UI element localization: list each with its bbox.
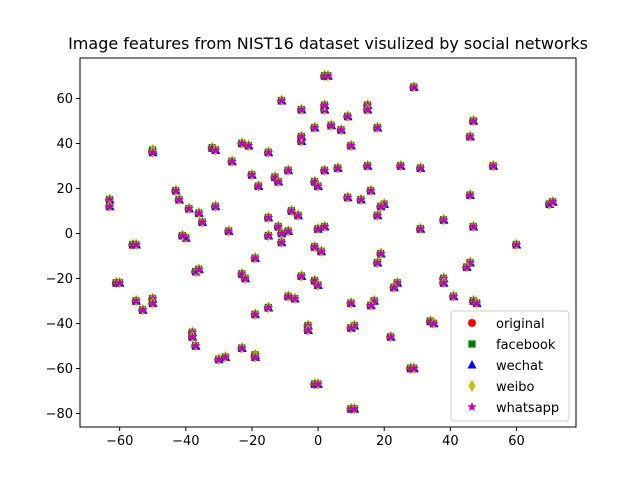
- legend-label: facebook: [496, 338, 556, 353]
- chart-title: Image features from NIST16 dataset visul…: [68, 34, 588, 53]
- legend-label: whatsapp: [496, 401, 559, 416]
- x-tick-label: 0: [314, 434, 322, 449]
- legend: original facebook wechat weibo whatsapp: [451, 311, 569, 421]
- x-tick-label: −60: [106, 434, 133, 449]
- y-tick-label: 60: [56, 92, 73, 107]
- y-tick-label: −80: [46, 407, 73, 422]
- y-tick-label: −20: [46, 272, 73, 287]
- y-tick-label: 20: [56, 182, 73, 197]
- y-tick-label: 40: [56, 137, 73, 152]
- x-tick-label: −20: [238, 434, 265, 449]
- y-tick-label: 0: [65, 227, 73, 242]
- legend-label: original: [496, 317, 545, 332]
- x-tick-label: 20: [376, 434, 393, 449]
- legend-marker-original: [468, 319, 476, 327]
- y-tick-label: −60: [46, 362, 73, 377]
- legend-marker-facebook: [468, 340, 475, 347]
- y-tick-label: −40: [46, 317, 73, 332]
- x-tick-label: 60: [508, 434, 525, 449]
- legend-label: weibo: [496, 380, 534, 395]
- legend-label: wechat: [496, 359, 543, 374]
- x-tick-label: 40: [442, 434, 459, 449]
- x-tick-label: −40: [172, 434, 199, 449]
